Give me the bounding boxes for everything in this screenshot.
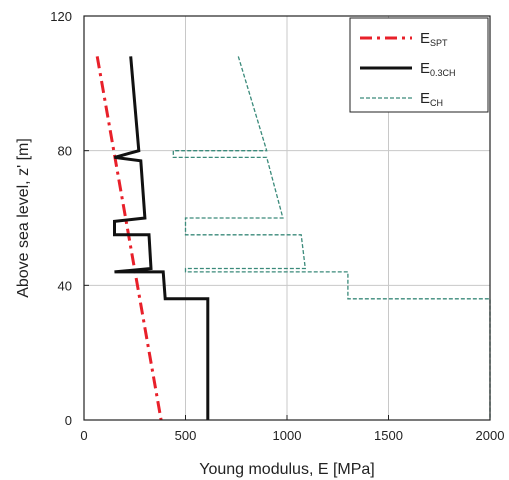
series-line-e03ch — [113, 56, 210, 420]
y-tick-label: 120 — [50, 9, 72, 24]
y-tick-label: 0 — [65, 413, 72, 428]
legend-label-ech: ECH — [420, 90, 443, 108]
y-axis-title: Above sea level, z' [m] — [15, 138, 32, 298]
x-tick-label: 1500 — [374, 428, 403, 443]
legend-box — [349, 17, 489, 113]
y-tick-label: 80 — [58, 144, 72, 159]
y-tick-label: 40 — [58, 278, 72, 293]
x-tick-label: 0 — [80, 428, 87, 443]
x-tick-label: 2000 — [476, 428, 505, 443]
series-line-ech — [172, 56, 491, 420]
x-tick-label: 1000 — [273, 428, 302, 443]
series-line-espt — [95, 56, 163, 421]
tick-labels: 0 500 1000 1500 2000 0 40 80 120 — [50, 9, 504, 443]
plot-frame — [83, 15, 491, 421]
x-tick-label: 500 — [175, 428, 197, 443]
x-axis-title: Young modulus, E [MPa] — [199, 461, 375, 478]
series-lines — [95, 56, 491, 421]
legend-label-e03ch: E0.3CH — [420, 60, 456, 78]
legend-label-espt: ESPT — [420, 30, 448, 48]
legend: ESPT E0.3CH ECH — [349, 17, 489, 113]
